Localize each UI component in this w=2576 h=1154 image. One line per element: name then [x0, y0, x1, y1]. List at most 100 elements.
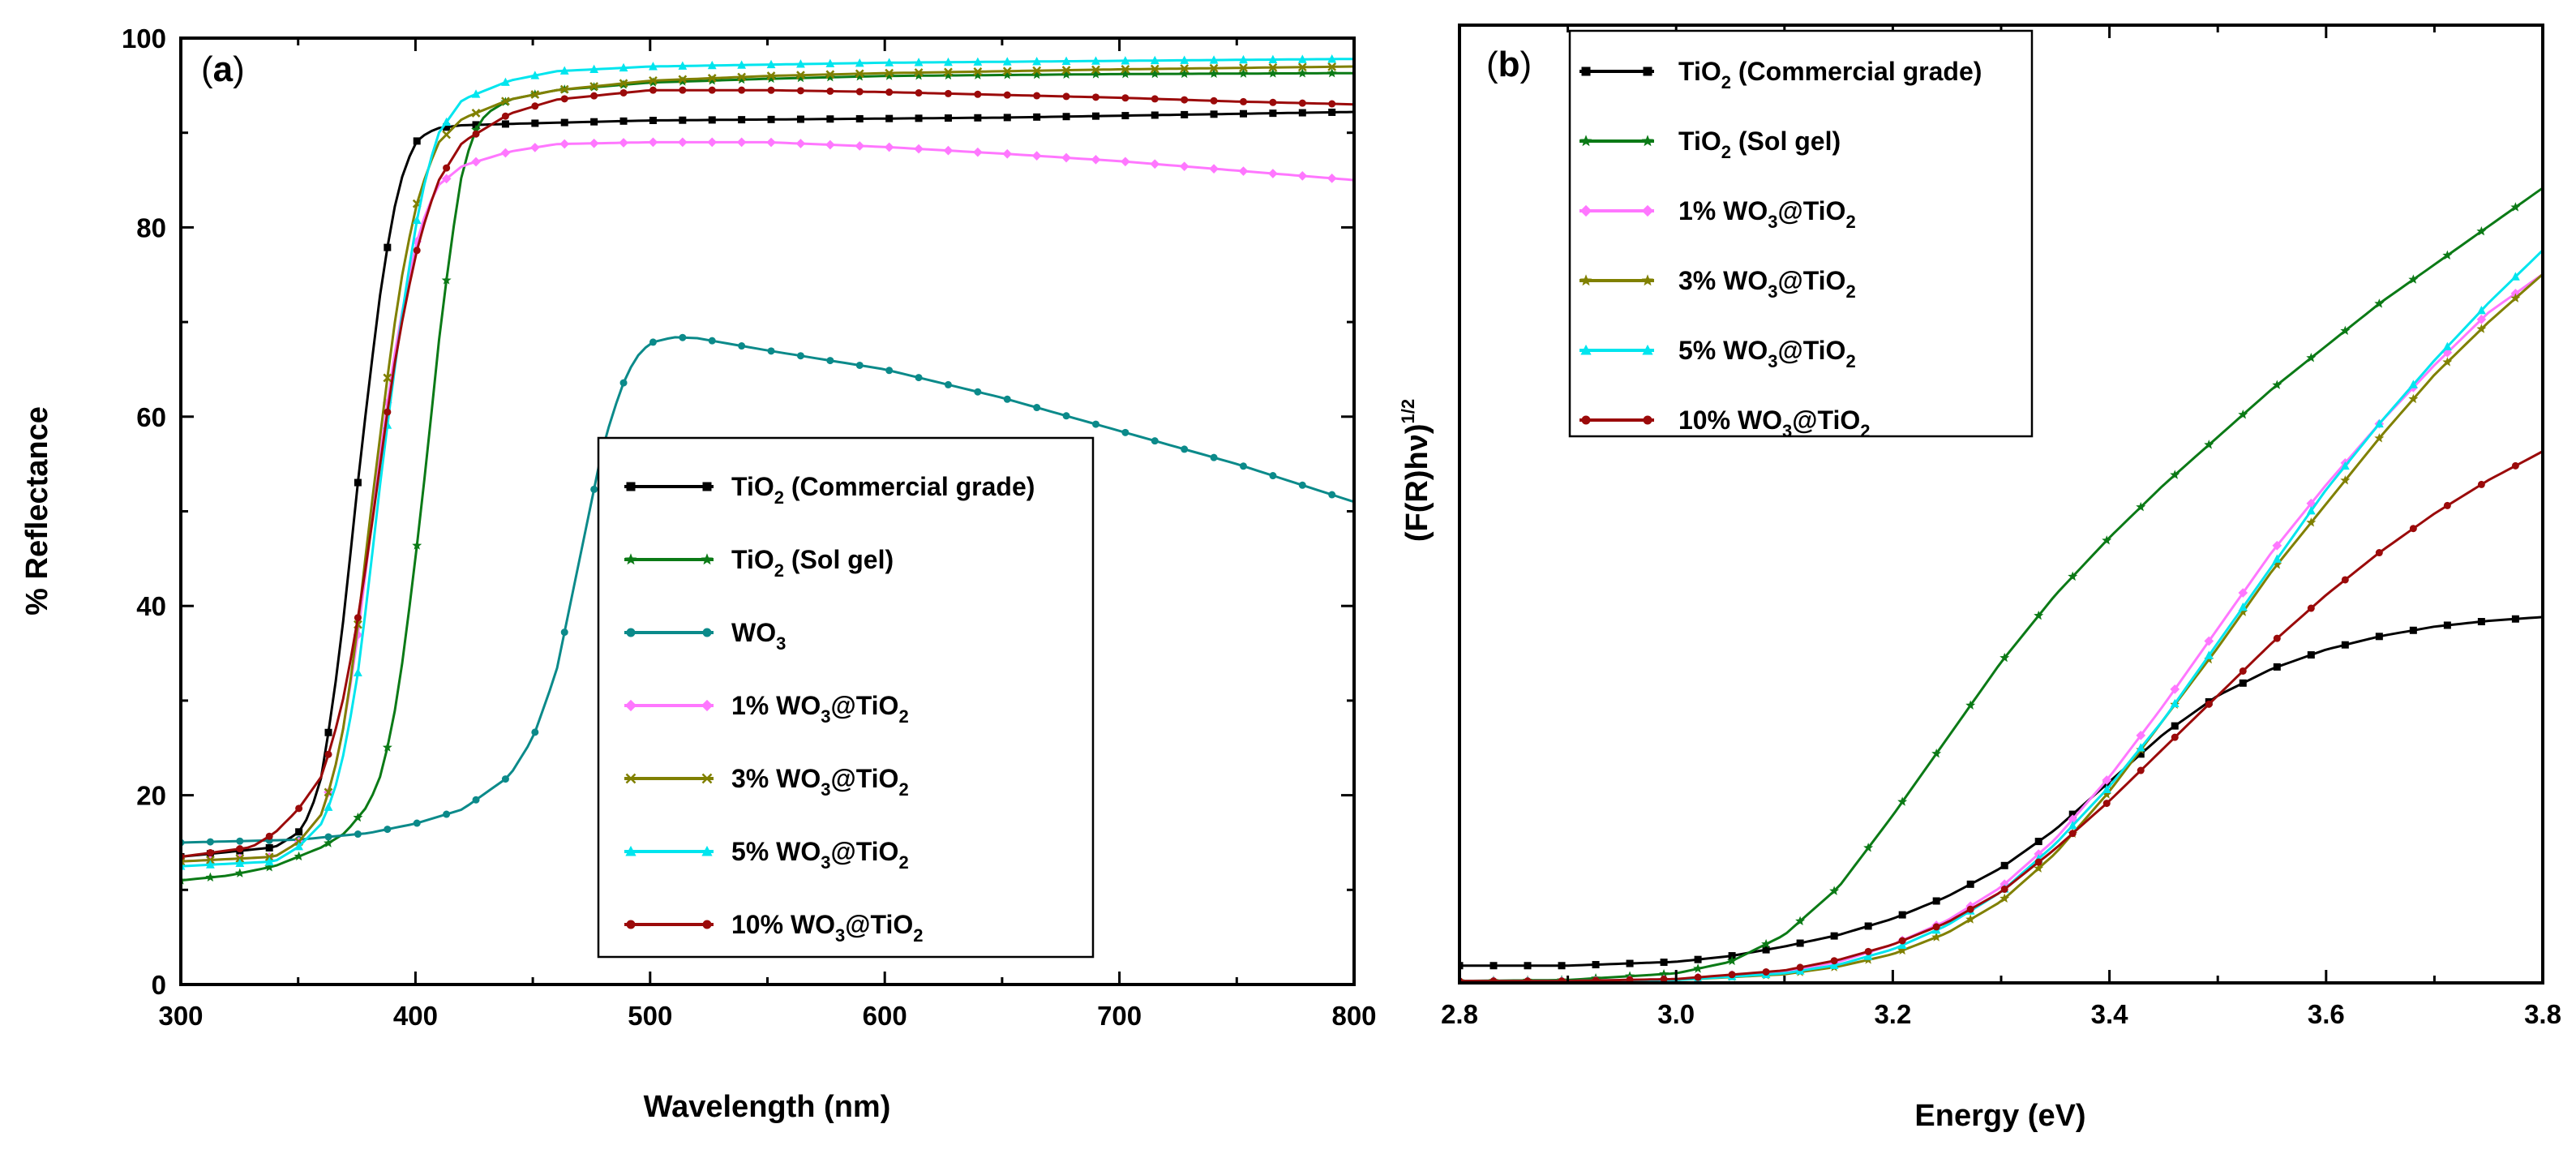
data-point [560, 628, 568, 637]
data-point [1966, 880, 1974, 888]
legend-marker [1579, 204, 1592, 217]
data-point [1091, 420, 1099, 428]
legend: TiO2 (Commercial grade)TiO2 (Sol gel)1% … [1568, 29, 2034, 441]
legend-label-text: @TiO [1777, 336, 1845, 365]
data-point [1524, 962, 1532, 970]
data-point [2272, 540, 2282, 551]
series-line [181, 65, 1354, 863]
data-point [443, 123, 451, 131]
data-point [855, 71, 865, 81]
legend-entry: 3% WO3@TiO2 [624, 764, 909, 800]
plot-area [1459, 187, 2543, 983]
legend-entry: 1% WO3@TiO2 [1579, 196, 1856, 232]
data-point [1693, 963, 1704, 973]
data-point [737, 72, 747, 82]
data-point [235, 858, 245, 867]
x-tick-label: 500 [628, 1001, 672, 1031]
data-point [443, 164, 451, 172]
data-point [236, 837, 244, 845]
data-point [2136, 730, 2146, 740]
data-point [796, 59, 805, 68]
legend-label-subscript: 3 [821, 779, 830, 800]
data-point [1728, 952, 1736, 960]
y-tick-label: 80 [136, 212, 166, 242]
legend-marker [702, 482, 712, 491]
legend-label-subscript: 3 [1768, 351, 1777, 371]
series-line [181, 336, 1354, 844]
data-point [1031, 69, 1042, 79]
data-point [1268, 54, 1278, 63]
data-point [1863, 843, 1874, 852]
x-tick-label: 3.0 [1657, 999, 1695, 1029]
data-point [384, 408, 392, 416]
data-point [2238, 588, 2248, 598]
data-point [2476, 305, 2486, 315]
x-axis-label: Energy (eV) [1914, 1099, 2085, 1133]
data-point [2137, 766, 2145, 774]
data-point [679, 333, 687, 341]
data-point [649, 62, 658, 71]
data-point [943, 145, 954, 156]
data-point [2409, 525, 2417, 533]
data-point [1031, 151, 1042, 161]
data-point [471, 157, 481, 167]
series-b-0 [1459, 615, 2543, 970]
data-point [1829, 960, 1839, 969]
data-point [1151, 437, 1159, 445]
data-point [885, 58, 894, 66]
data-point [1091, 112, 1099, 120]
data-point [1932, 897, 1940, 905]
data-point [649, 116, 657, 124]
data-point [1659, 968, 1669, 979]
data-point [1795, 916, 1806, 925]
data-point [471, 89, 481, 98]
legend-label-subscript: 2 [1860, 421, 1870, 441]
series-line [181, 88, 1354, 858]
data-point [944, 380, 952, 388]
x-tick-label: 3.6 [2308, 999, 2345, 1029]
data-point [2205, 700, 2213, 708]
legend-marker [1641, 204, 1654, 217]
panel-tag-letter: b [1498, 45, 1520, 84]
data-point [1179, 68, 1189, 79]
legend-label-text: WO [731, 618, 776, 647]
data-point [915, 374, 923, 382]
panel-tag: (b) [1486, 45, 1532, 84]
data-point [677, 76, 688, 86]
data-point [1327, 173, 1337, 183]
data-point [2136, 501, 2146, 512]
data-point [885, 114, 894, 122]
data-point [295, 804, 303, 813]
series-line [1459, 450, 2543, 983]
legend-label-text: (Commercial grade) [784, 472, 1035, 501]
data-point [2204, 650, 2214, 659]
data-point [2170, 684, 2180, 694]
data-point [2307, 604, 2315, 612]
legend-marker [701, 699, 714, 712]
data-point [944, 67, 953, 77]
legend-marker [1641, 135, 1654, 147]
data-point [1181, 445, 1189, 453]
legend-label-subscript: 2 [1845, 351, 1855, 371]
data-point [2374, 418, 2384, 428]
data-point [855, 114, 864, 122]
data-point [559, 66, 569, 75]
y-axis-label: (F(R)hν)1/2 [1398, 399, 1434, 542]
data-point [442, 117, 452, 127]
data-point [560, 95, 568, 103]
data-point [972, 70, 983, 79]
legend-label-text: @TiO [830, 837, 898, 866]
data-point [885, 367, 894, 375]
data-point [1298, 109, 1306, 117]
data-point [1181, 110, 1189, 118]
data-point [2408, 380, 2418, 388]
legend-marker [701, 553, 714, 565]
legend-label: TiO2 (Commercial grade) [1678, 57, 1982, 92]
data-point [679, 86, 687, 94]
data-point [2510, 202, 2521, 212]
data-point [412, 215, 422, 225]
data-point [384, 826, 392, 834]
data-point [383, 373, 392, 383]
series-line [1459, 187, 2543, 983]
data-point [708, 116, 716, 124]
